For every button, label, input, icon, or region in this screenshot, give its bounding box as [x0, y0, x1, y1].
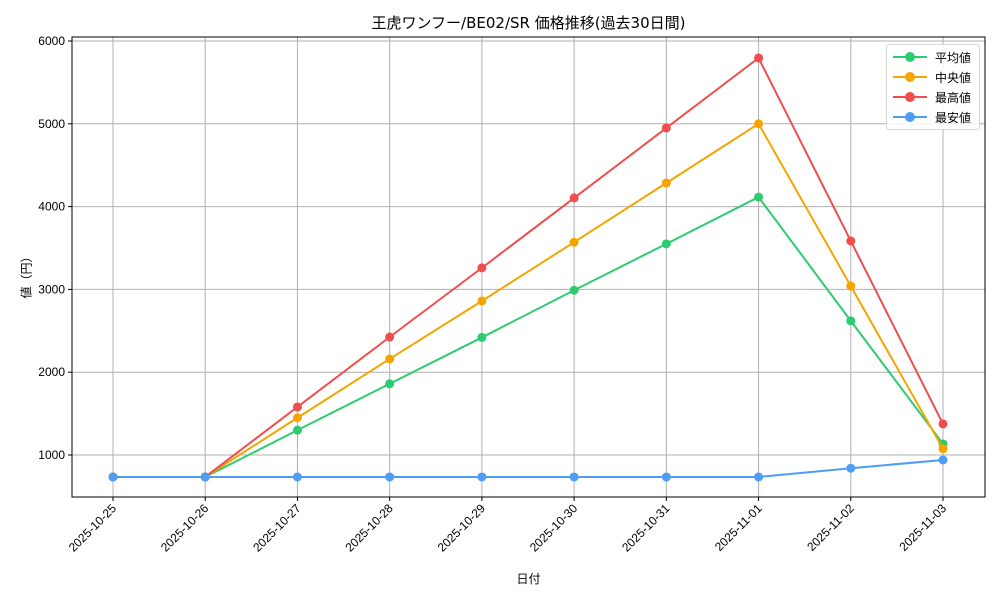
- data-point: [385, 379, 395, 389]
- data-point: [292, 425, 302, 435]
- data-point: [200, 472, 210, 482]
- data-point: [754, 119, 764, 129]
- data-point: [292, 472, 302, 482]
- data-point: [385, 354, 395, 364]
- x-tick-label: 2025-11-02: [804, 501, 857, 554]
- y-tick-label: 5000: [38, 117, 65, 131]
- x-tick-label: 2025-11-01: [712, 501, 765, 554]
- legend-marker-icon: [893, 51, 927, 63]
- legend-label: 最高値: [935, 90, 972, 105]
- data-point: [754, 472, 764, 482]
- data-point: [846, 316, 856, 326]
- x-tick-label: 2025-10-27: [250, 501, 304, 555]
- data-point: [938, 455, 948, 465]
- legend-label: 平均値: [935, 50, 972, 65]
- data-point: [569, 285, 579, 295]
- data-point: [754, 53, 764, 63]
- legend-item-average: 平均値: [887, 47, 979, 67]
- y-tick-label: 2000: [38, 365, 65, 379]
- data-point: [477, 296, 487, 306]
- data-point: [569, 193, 579, 203]
- legend-marker-icon: [893, 91, 927, 103]
- data-point: [661, 239, 671, 249]
- data-series: [108, 53, 948, 482]
- y-tick-label: 6000: [38, 34, 65, 48]
- legend-item-median: 中央値: [887, 67, 979, 87]
- x-tick-label: 2025-10-28: [342, 501, 396, 555]
- data-point: [477, 263, 487, 273]
- data-point: [569, 237, 579, 247]
- legend-marker-icon: [893, 71, 927, 83]
- y-tick-label: 1000: [38, 448, 65, 462]
- data-point: [846, 463, 856, 473]
- gridlines: [72, 37, 985, 497]
- x-tick-label: 2025-10-25: [66, 501, 120, 555]
- data-point: [477, 332, 487, 342]
- x-tick-label: 2025-10-30: [527, 501, 581, 555]
- x-tick-label: 2025-10-26: [158, 501, 212, 555]
- data-point: [292, 402, 302, 412]
- series-line: [108, 455, 948, 482]
- data-point: [569, 472, 579, 482]
- data-point: [661, 123, 671, 133]
- plot-frame: [71, 36, 986, 498]
- x-tick-label: 2025-10-31: [619, 501, 673, 555]
- data-point: [385, 332, 395, 342]
- data-point: [938, 444, 948, 454]
- data-point: [477, 472, 487, 482]
- x-tick-label: 2025-10-29: [435, 501, 489, 555]
- data-point: [846, 236, 856, 246]
- x-tick-label: 2025-11-03: [896, 501, 949, 554]
- data-point: [938, 419, 948, 429]
- legend-item-min: 最安値: [887, 107, 979, 127]
- data-point: [661, 178, 671, 188]
- data-point: [661, 472, 671, 482]
- legend-marker-icon: [893, 111, 927, 123]
- y-tick-label: 4000: [38, 200, 65, 214]
- x-axis-label: 日付: [516, 572, 541, 586]
- data-point: [385, 472, 395, 482]
- y-axis-ticks: 1000 2000 3000 4000 5000 6000: [38, 34, 72, 462]
- data-point: [754, 192, 764, 202]
- legend-item-max: 最高値: [887, 87, 979, 107]
- series-line: [108, 119, 948, 482]
- y-tick-label: 3000: [38, 282, 65, 296]
- legend-label: 最安値: [935, 110, 972, 125]
- data-point: [846, 281, 856, 291]
- data-point: [292, 413, 302, 423]
- x-axis-ticks: 2025-10-25 2025-10-26 2025-10-27 2025-10-28…: [66, 497, 949, 555]
- legend-label: 中央値: [935, 70, 972, 85]
- y-axis-label: 値（円）: [19, 250, 34, 299]
- chart-title: 王虎ワンフー/BE02/SR 価格推移(過去30日間): [371, 14, 686, 32]
- data-point: [108, 472, 118, 482]
- series-line: [108, 53, 948, 482]
- legend: 平均値 中央値 最高値 最安値: [886, 44, 980, 130]
